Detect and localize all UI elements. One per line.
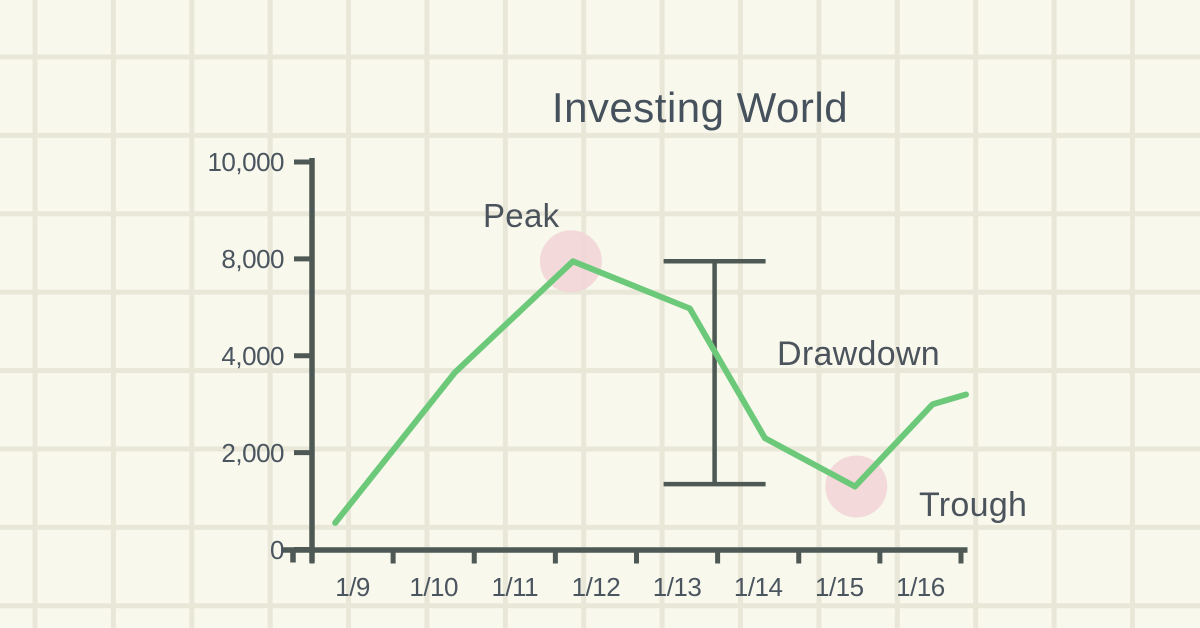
y-tick-label: 2,000	[221, 437, 284, 468]
trough-annotation-label: Trough	[919, 486, 1028, 524]
drawdown-annotation-label: Drawdown	[777, 335, 941, 373]
peak-annotation-label: Peak	[483, 197, 560, 234]
x-tick-label: 1/14	[733, 572, 783, 602]
x-tick-label: 1/15	[815, 572, 864, 602]
investment-value-line	[332, 258, 969, 526]
x-tick-label: 1/11	[491, 572, 539, 602]
y-tick-label: 4,000	[221, 340, 284, 371]
x-tick-label: 1/12	[571, 572, 621, 602]
y-tick-label: 0	[270, 534, 284, 565]
x-tick-label: 1/9	[335, 572, 370, 602]
y-tick-label: 10,000	[207, 147, 284, 177]
chart-title: Investing World	[551, 84, 849, 131]
x-tick-label: 1/16	[896, 572, 945, 602]
x-tick-label: 1/13	[652, 572, 702, 602]
y-tick-label: 8,000	[221, 243, 284, 274]
x-tick-label: 1/10	[409, 572, 458, 602]
drawdown-range-bar	[663, 259, 766, 487]
